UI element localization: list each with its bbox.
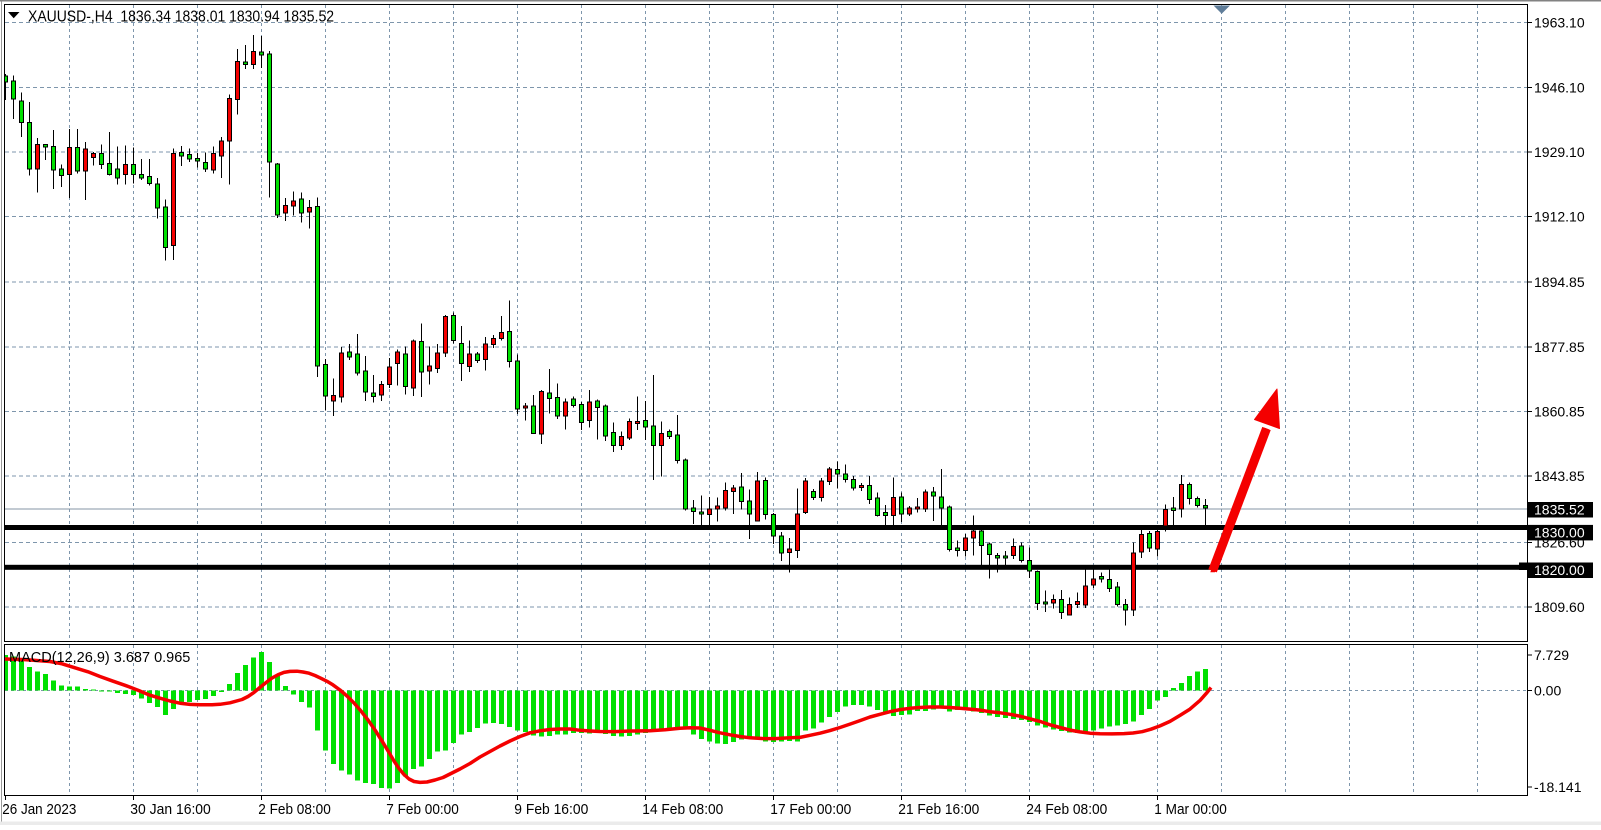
svg-text:1 Mar 00:00: 1 Mar 00:00 [1154,801,1227,818]
svg-text:1830.00: 1830.00 [1534,524,1585,540]
svg-text:9 Feb 16:00: 9 Feb 16:00 [514,801,588,818]
svg-text:24 Feb 08:00: 24 Feb 08:00 [1026,801,1107,818]
svg-text:2 Feb 08:00: 2 Feb 08:00 [258,801,331,818]
svg-text:1912.10: 1912.10 [1534,209,1585,225]
svg-text:1820.00: 1820.00 [1534,562,1585,578]
svg-text:1860.85: 1860.85 [1534,404,1585,420]
svg-text:17 Feb 00:00: 17 Feb 00:00 [770,801,851,818]
svg-text:XAUUSD-,H4 1836.34 1838.01 18: XAUUSD-,H4 1836.34 1838.01 1830.94 1835.… [28,9,334,26]
svg-text:7.729: 7.729 [1534,647,1569,663]
svg-text:1894.85: 1894.85 [1534,274,1585,290]
svg-text:30 Jan 16:00: 30 Jan 16:00 [130,801,211,818]
svg-text:1963.10: 1963.10 [1534,15,1585,31]
svg-text:1809.60: 1809.60 [1534,599,1585,615]
svg-text:7 Feb 00:00: 7 Feb 00:00 [386,801,459,818]
svg-text:21 Feb 16:00: 21 Feb 16:00 [898,801,979,818]
svg-text:1946.10: 1946.10 [1534,79,1585,95]
svg-text:0.00: 0.00 [1534,682,1561,698]
svg-text:14 Feb 08:00: 14 Feb 08:00 [642,801,723,818]
svg-text:1877.85: 1877.85 [1534,339,1585,355]
svg-text:-18.141: -18.141 [1534,779,1582,795]
svg-text:1835.52: 1835.52 [1534,502,1585,518]
svg-text:1929.10: 1929.10 [1534,144,1585,160]
svg-text:MACD(12,26,9) 3.687 0.965: MACD(12,26,9) 3.687 0.965 [9,650,190,666]
svg-text:1843.85: 1843.85 [1534,468,1585,484]
svg-text:26 Jan 2023: 26 Jan 2023 [2,801,76,818]
